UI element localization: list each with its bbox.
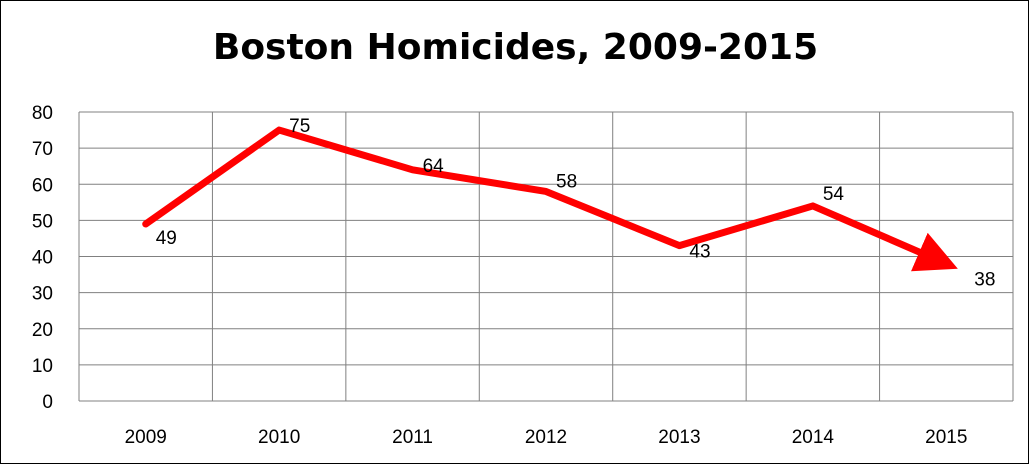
series-line-path: [142, 126, 958, 272]
tick-labels: 0 10 20 30 40 50 60 70 80 2009 2010 2011 2012 2013 201…: [32, 103, 968, 448]
x-tick-label: 2011: [392, 427, 433, 448]
grid-lines: [78, 111, 1014, 402]
x-tick-label: 2014: [792, 427, 835, 448]
y-tick-label: 40: [32, 248, 53, 269]
y-tick-label: 70: [32, 139, 53, 160]
x-tick-label: 2010: [258, 427, 300, 448]
x-tick-label: 2015: [925, 427, 967, 448]
data-label: 43: [689, 242, 710, 263]
series-line: [142, 126, 958, 272]
data-label: 38: [974, 270, 995, 291]
x-tick-label: 2013: [658, 427, 700, 448]
y-tick-label: 10: [32, 356, 53, 377]
data-label: 49: [156, 228, 177, 249]
y-tick-label: 80: [32, 103, 53, 124]
y-tick-label: 30: [32, 284, 53, 305]
y-tick-label: 50: [32, 211, 53, 232]
data-label: 75: [289, 116, 310, 137]
data-label: 54: [823, 184, 845, 205]
chart-title: Boston Homicides, 2009-2015: [212, 27, 819, 68]
data-label: 64: [423, 156, 445, 177]
x-tick-label: 2009: [125, 427, 167, 448]
y-tick-label: 0: [42, 392, 53, 413]
y-tick-label: 20: [32, 320, 53, 341]
y-tick-label: 60: [32, 175, 53, 196]
data-labels: 49 75 64 58 43 54 38: [156, 116, 996, 291]
data-label: 58: [556, 171, 577, 192]
x-tick-label: 2012: [525, 427, 567, 448]
